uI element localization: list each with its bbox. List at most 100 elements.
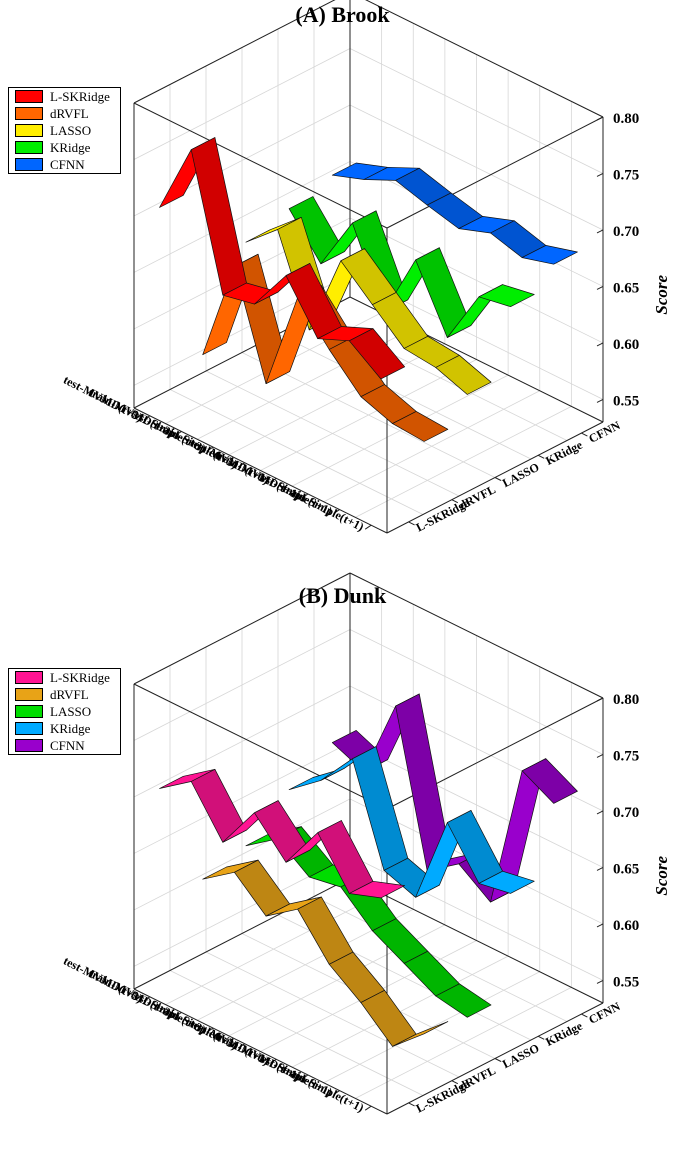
z-tick bbox=[596, 229, 604, 234]
z-tick bbox=[596, 342, 604, 347]
grid-line bbox=[133, 48, 351, 160]
z-tick-label: 0.60 bbox=[613, 918, 639, 934]
x-tick bbox=[143, 415, 151, 421]
y-tick bbox=[581, 432, 588, 437]
x-tick bbox=[206, 446, 214, 452]
ribbon-segment bbox=[360, 989, 417, 1047]
chart-panel-brook: 0.55 0.60 0.65 0.70 0.75 0.80 Score test-MVMD(t… bbox=[8, 0, 671, 535]
legend-label: LASSO bbox=[50, 703, 92, 719]
legend-item: dRVFL bbox=[9, 686, 120, 703]
grid-line bbox=[277, 333, 532, 460]
box-edge bbox=[386, 116, 604, 229]
grid-line bbox=[205, 370, 460, 497]
grid-line bbox=[205, 951, 460, 1078]
z-tick-label: 0.80 bbox=[613, 111, 639, 127]
x-tick bbox=[333, 1090, 340, 1095]
grid-line bbox=[133, 161, 351, 273]
y-tick bbox=[451, 499, 459, 504]
z-tick bbox=[596, 173, 604, 177]
z-tick bbox=[596, 285, 604, 290]
ribbon-segment bbox=[392, 411, 449, 442]
y-tick bbox=[537, 454, 545, 459]
box-edge bbox=[133, 988, 388, 1115]
y-tick bbox=[581, 1013, 588, 1018]
box-edge bbox=[365, 0, 604, 118]
z-tick bbox=[596, 810, 604, 815]
x-tick bbox=[301, 1074, 309, 1080]
box-edge bbox=[133, 407, 388, 534]
legend-swatch bbox=[15, 739, 43, 752]
legend-swatch bbox=[15, 124, 43, 137]
grid-line bbox=[349, 48, 604, 174]
y-tick bbox=[408, 521, 415, 526]
legend-swatch bbox=[15, 90, 43, 103]
z-tick bbox=[596, 979, 604, 984]
chart-panel-dunk: 0.55 0.60 0.65 0.70 0.75 0.80 Score test-MVMD(t… bbox=[0, 572, 685, 1162]
x-tick-label: train-Simple(t+1) bbox=[280, 481, 366, 534]
ribbon-segment bbox=[521, 245, 578, 265]
z-tick-label: 0.60 bbox=[613, 337, 639, 353]
ribbon-segment bbox=[352, 746, 409, 871]
grid-line bbox=[169, 970, 424, 1096]
z-tick bbox=[596, 116, 604, 121]
box-edge bbox=[349, 572, 604, 699]
series-ribbon-drvfl bbox=[202, 859, 449, 1047]
z-tick-label: 0.75 bbox=[613, 167, 639, 183]
grid-line bbox=[133, 685, 351, 798]
legend-label: LASSO bbox=[50, 122, 92, 138]
x-tick bbox=[238, 462, 245, 468]
legend-swatch bbox=[15, 671, 43, 684]
legend-item: dRVFL bbox=[9, 105, 120, 122]
z-tick-label: 0.75 bbox=[613, 748, 639, 764]
z-tick-label: 0.65 bbox=[613, 280, 639, 296]
legend-item: LASSO bbox=[9, 122, 120, 139]
legend-item: KRidge bbox=[9, 139, 120, 156]
grid-line bbox=[349, 742, 604, 868]
x-tick bbox=[238, 1043, 245, 1049]
y-tick-label: CFNN bbox=[586, 418, 622, 446]
z-tick-label: 0.80 bbox=[613, 692, 639, 708]
legend-swatch bbox=[15, 705, 43, 718]
grid-line bbox=[133, 629, 351, 741]
ribbon-segment bbox=[435, 354, 492, 395]
z-tick bbox=[596, 754, 604, 758]
z-axis-label: Score bbox=[652, 274, 671, 314]
legend-label: dRVFL bbox=[50, 686, 89, 702]
chart-plot-brook: 0.550.600.650.700.750.80Scoretest-MVMD(t… bbox=[61, 0, 671, 535]
legend-label: L-SKRidge bbox=[50, 669, 110, 685]
box-edge bbox=[133, 102, 388, 229]
y-tick bbox=[537, 1035, 545, 1040]
grid-line bbox=[349, 104, 604, 231]
z-tick bbox=[596, 866, 604, 871]
legend-item: KRidge bbox=[9, 720, 120, 737]
z-tick bbox=[596, 923, 604, 928]
grid-line bbox=[313, 896, 568, 1022]
y-tick bbox=[494, 477, 502, 481]
series-ribbon-l-skridge bbox=[159, 768, 406, 899]
chart-title: (A) Brook bbox=[295, 2, 390, 27]
legend-swatch bbox=[15, 722, 43, 735]
series-ribbon-cfnn bbox=[331, 162, 578, 265]
z-tick bbox=[596, 697, 604, 702]
legend-swatch bbox=[15, 141, 43, 154]
z-axis-label: Score bbox=[652, 855, 671, 895]
ribbon-segment bbox=[190, 137, 247, 296]
ribbon-segment bbox=[478, 870, 535, 894]
grid-line bbox=[349, 217, 604, 344]
x-tick bbox=[270, 1058, 277, 1064]
box-edge bbox=[133, 572, 351, 685]
legend-swatch bbox=[15, 158, 43, 171]
y-tick bbox=[494, 1058, 502, 1062]
legend-label: dRVFL bbox=[50, 105, 89, 121]
legend-label: KRidge bbox=[50, 720, 91, 736]
chart-title: (B) Dunk bbox=[298, 583, 387, 608]
legend-label: L-SKRidge bbox=[50, 88, 110, 104]
z-tick bbox=[596, 398, 604, 403]
series-ribbon-kridge bbox=[288, 746, 535, 898]
x-tick bbox=[175, 431, 182, 436]
box-edge bbox=[349, 877, 604, 1004]
ribbon-segment bbox=[392, 1021, 449, 1047]
box-edge bbox=[133, 0, 336, 104]
ribbon-segment bbox=[348, 880, 406, 899]
grid-line bbox=[133, 798, 351, 911]
